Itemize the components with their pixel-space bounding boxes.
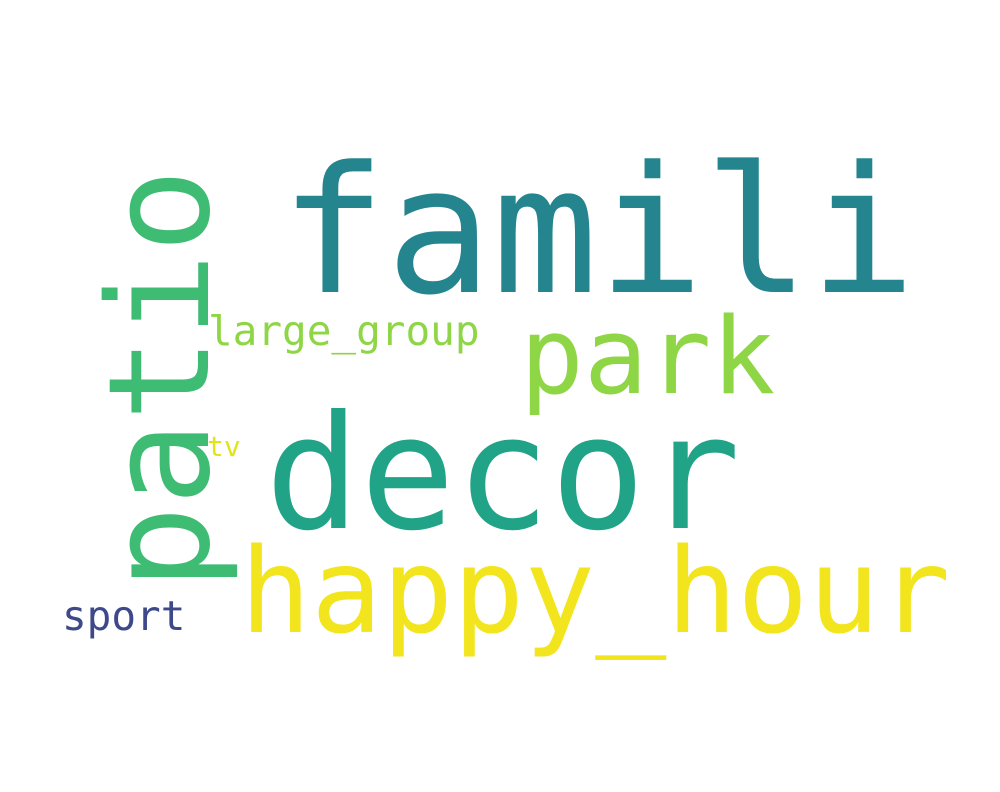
word-sport: sport <box>62 592 185 640</box>
word-tv: tv <box>207 430 241 463</box>
word-famili: famili <box>280 129 916 334</box>
word-patio: patio <box>79 169 242 590</box>
word-large-group: large_group <box>208 307 480 355</box>
word-happy-hour: happy_hour <box>240 522 950 660</box>
word-park: park <box>520 295 775 418</box>
word-decor: decor <box>265 382 741 566</box>
